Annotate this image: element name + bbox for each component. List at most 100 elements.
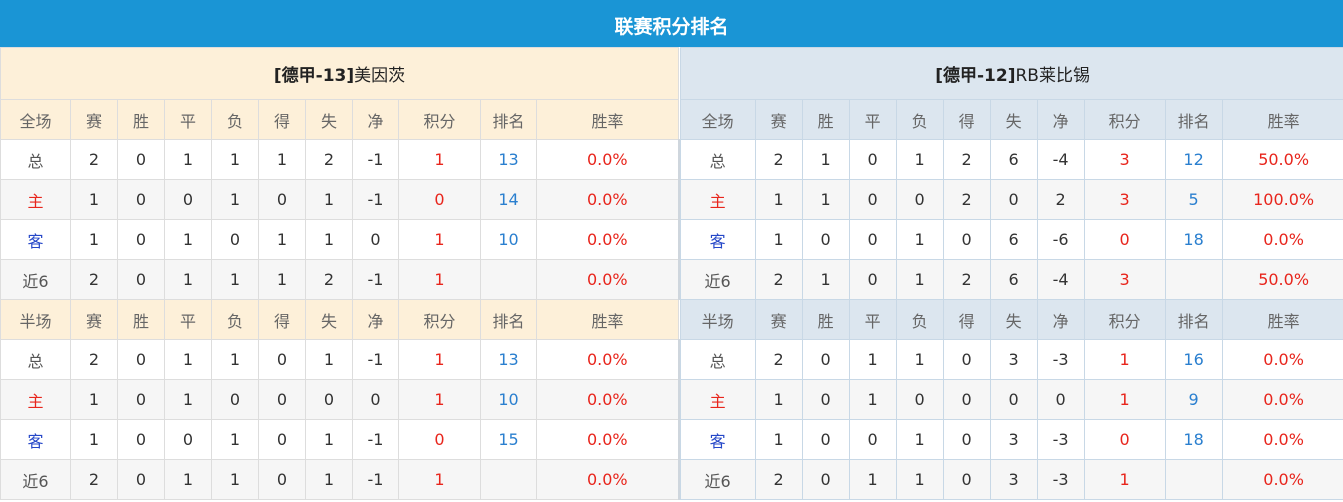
stat-cell: 10 xyxy=(480,379,537,420)
stat-cell: 1 xyxy=(1083,459,1166,500)
stat-cell: 0 xyxy=(801,339,850,380)
column-header: 赛 xyxy=(754,299,803,340)
stat-cell: 0 xyxy=(848,219,897,260)
column-header: 负 xyxy=(895,99,944,140)
home-team-table: [德甲-13]美因茨 全场赛胜平负得失净积分 排名 胜率总 2 0 1 1 1 2 -1 1 13 0.0… xyxy=(0,47,680,500)
stat-cell: 1 xyxy=(801,259,850,300)
stat-cell: 2 xyxy=(754,339,803,380)
stat-cell: 0.0% xyxy=(535,179,680,220)
table-row: 近6 2 0 1 1 1 2 -1 1 0.0% xyxy=(0,259,680,300)
column-header: 平 xyxy=(164,299,212,340)
stat-cell: 2 xyxy=(305,139,353,180)
stat-cell: 2 xyxy=(70,139,118,180)
column-header: 赛 xyxy=(70,299,118,340)
stat-cell: 9 xyxy=(1164,379,1223,420)
column-header: 积分 xyxy=(1083,99,1166,140)
table-row: 客 1 0 0 1 0 6 -6 0 18 0.0% xyxy=(679,219,1343,260)
column-header: 排名 xyxy=(480,299,537,340)
table-row: 近6 2 1 0 1 2 6 -4 3 50.0% xyxy=(679,259,1343,300)
full-header-row: 全场赛胜平负得失净积分 排名 胜率 xyxy=(0,99,680,140)
row-label: 客 xyxy=(679,419,756,460)
stat-cell: 6 xyxy=(989,139,1038,180)
stat-cell: 0 xyxy=(258,419,306,460)
stat-cell: 0 xyxy=(117,419,165,460)
stat-cell: 1 xyxy=(164,339,212,380)
column-header: 净 xyxy=(1036,299,1085,340)
stat-cell: -3 xyxy=(1036,419,1085,460)
stat-cell: 1 xyxy=(305,459,353,500)
stat-cell: 1 xyxy=(398,219,481,260)
stat-cell: 1 xyxy=(848,379,897,420)
column-header: 胜率 xyxy=(1221,299,1343,340)
stat-cell: 13 xyxy=(480,339,537,380)
row-label: 总 xyxy=(0,139,71,180)
stat-cell: 0 xyxy=(258,379,306,420)
stat-cell: 0.0% xyxy=(535,139,680,180)
column-header: 失 xyxy=(989,99,1038,140)
row-label: 总 xyxy=(679,339,756,380)
row-label: 客 xyxy=(0,419,71,460)
stat-cell: -4 xyxy=(1036,139,1085,180)
stat-cell: 0.0% xyxy=(1221,339,1343,380)
stat-cell: 1 xyxy=(801,179,850,220)
stat-cell: 1 xyxy=(305,339,353,380)
stat-cell: 1 xyxy=(211,459,259,500)
stat-cell: 0 xyxy=(117,259,165,300)
column-header: 胜 xyxy=(117,99,165,140)
stat-cell: 1 xyxy=(70,219,118,260)
table-row: 总 2 1 0 1 2 6 -4 3 12 50.0% xyxy=(679,139,1343,180)
stat-cell: 3 xyxy=(1083,259,1166,300)
column-header: 胜率 xyxy=(535,99,680,140)
stat-cell: 3 xyxy=(1083,179,1166,220)
column-header: 排名 xyxy=(480,99,537,140)
away-team-table: [德甲-12]RB莱比锡 全场赛胜平负得失净积分 排名 胜率总 2 1 0 1 2 6 -4 3 12 5… xyxy=(679,47,1343,500)
stat-cell: 1 xyxy=(258,219,306,260)
stat-cell: 2 xyxy=(942,179,991,220)
stat-cell: 0 xyxy=(989,379,1038,420)
stat-cell: 1 xyxy=(70,379,118,420)
column-header: 胜 xyxy=(801,99,850,140)
stat-cell: 0 xyxy=(848,419,897,460)
stat-cell: 2 xyxy=(305,259,353,300)
stat-cell: 3 xyxy=(1083,139,1166,180)
full-header-row: 全场赛胜平负得失净积分 排名 胜率 xyxy=(679,99,1343,140)
stat-cell: -1 xyxy=(352,139,399,180)
stat-cell: 0 xyxy=(352,379,399,420)
column-header: 负 xyxy=(895,299,944,340)
stat-cell: -1 xyxy=(352,259,399,300)
column-header: 净 xyxy=(352,299,399,340)
column-header: 失 xyxy=(305,299,353,340)
stat-cell: 2 xyxy=(942,259,991,300)
stat-cell: 0.0% xyxy=(535,339,680,380)
stat-cell: 0 xyxy=(164,179,212,220)
stat-cell: 1 xyxy=(895,419,944,460)
stat-cell: 12 xyxy=(1164,139,1223,180)
stat-cell: 1 xyxy=(164,259,212,300)
stat-cell: 0.0% xyxy=(535,419,680,460)
stat-cell: 1 xyxy=(305,219,353,260)
column-header: 积分 xyxy=(398,99,481,140)
stat-cell: 1 xyxy=(754,219,803,260)
stat-cell xyxy=(1164,459,1223,500)
stat-cell: 0 xyxy=(895,179,944,220)
stat-cell: 13 xyxy=(480,139,537,180)
column-header: 胜 xyxy=(117,299,165,340)
stat-cell: 0 xyxy=(801,459,850,500)
team-label: RB莱比锡 xyxy=(1015,66,1090,86)
stat-cell xyxy=(480,459,537,500)
column-header: 全场 xyxy=(0,99,71,140)
stat-cell: 0 xyxy=(211,219,259,260)
stat-cell: 0 xyxy=(801,419,850,460)
standings-container: [德甲-13]美因茨 全场赛胜平负得失净积分 排名 胜率总 2 0 1 1 1 2 -1 1 13 0.0… xyxy=(0,47,1343,500)
half-header-row: 半场赛胜平负得失净积分 排名 胜率 xyxy=(679,299,1343,340)
column-header: 负 xyxy=(211,299,259,340)
stat-cell: -4 xyxy=(1036,259,1085,300)
stat-cell: 1 xyxy=(1083,339,1166,380)
row-label: 主 xyxy=(0,179,71,220)
stat-cell: 2 xyxy=(754,139,803,180)
stat-cell: 1 xyxy=(164,379,212,420)
stat-cell: -3 xyxy=(1036,339,1085,380)
column-header: 胜 xyxy=(801,299,850,340)
stat-cell: -3 xyxy=(1036,459,1085,500)
stat-cell: 1 xyxy=(895,219,944,260)
